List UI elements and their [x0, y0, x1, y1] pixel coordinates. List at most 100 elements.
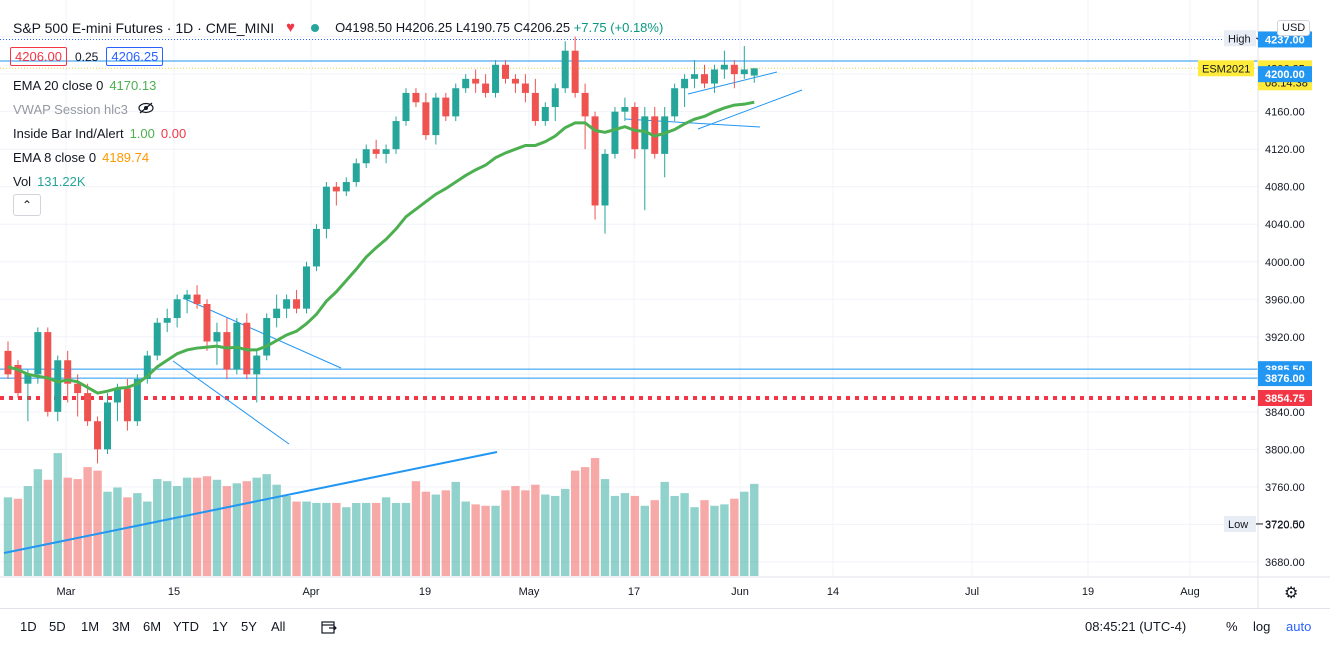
volume-bar [381, 497, 391, 576]
candle-body [143, 355, 151, 380]
candle [551, 83, 559, 122]
goto-date-icon[interactable] [320, 619, 338, 638]
volume-bar [580, 467, 590, 576]
heart-icon[interactable]: ♥ [286, 19, 296, 36]
price-label-text: ESM2021 [1202, 63, 1250, 75]
candle-body [740, 69, 748, 75]
candle-series [4, 36, 758, 464]
candle-body [541, 106, 549, 122]
range-5y-button[interactable]: 5Y [241, 619, 257, 634]
candle-body [720, 64, 728, 70]
indicator-volume[interactable]: Vol 131.22K [13, 174, 86, 189]
candle-body [611, 111, 619, 154]
range-1d-button[interactable]: 1D [20, 619, 37, 634]
range-ytd-button[interactable]: YTD [173, 619, 199, 634]
volume-bar [133, 493, 142, 576]
buy-price-button[interactable]: 4206.25 [106, 47, 164, 66]
indicator-ema8[interactable]: EMA 8 close 0 4189.74 [13, 150, 149, 165]
trend-line [3, 451, 498, 554]
candle-body [561, 50, 569, 89]
trade-boxes: 4206.00 0.25 4206.25 [10, 47, 164, 66]
volume-bar [123, 497, 132, 576]
price-chart[interactable]: 4240.004200.004160.004120.004080.004040.… [0, 0, 1330, 608]
indicator-label: EMA 20 close 0 [13, 78, 104, 93]
candle [24, 369, 32, 422]
candle-body [551, 88, 559, 107]
log-toggle[interactable]: log [1253, 619, 1271, 634]
candle-body [661, 116, 669, 154]
time-tick-label: 14 [827, 586, 839, 598]
indicator-vwap[interactable]: VWAP Session hlc3 [13, 102, 154, 117]
candle [243, 313, 251, 380]
candle [710, 64, 718, 93]
price-label-blue: 3876.00 [1258, 370, 1312, 387]
candle [163, 308, 171, 333]
candle-body [492, 64, 500, 93]
price-axis: 4240.004200.004160.004120.004080.004040.… [1198, 0, 1330, 608]
candle-body [710, 69, 718, 84]
candle [730, 60, 738, 89]
volume-bar [391, 502, 401, 576]
range-6m-button[interactable]: 6M [143, 619, 162, 634]
candle [452, 83, 460, 122]
volume-bar [13, 498, 23, 576]
candle [193, 285, 201, 309]
percent-toggle[interactable]: % [1226, 619, 1238, 634]
range-all-button[interactable]: All [271, 619, 286, 634]
candle-body [74, 383, 82, 394]
candle [502, 60, 509, 84]
candle [273, 294, 281, 328]
candle [392, 116, 400, 154]
candle-body [701, 74, 708, 84]
candle [432, 92, 440, 145]
gear-icon[interactable]: ⚙ [1284, 585, 1299, 602]
candle [94, 416, 102, 464]
volume-bar [43, 479, 52, 576]
time-tick-label: Aug [1180, 586, 1200, 598]
candle [382, 144, 390, 164]
volume-bar [650, 500, 659, 576]
eye-hidden-icon[interactable] [137, 102, 154, 117]
candle [312, 224, 320, 272]
price-tick-label: 4040.00 [1265, 219, 1305, 231]
indicator-value: 4170.13 [109, 78, 157, 93]
volume-bar [680, 493, 689, 576]
candle [641, 106, 649, 211]
auto-toggle[interactable]: auto [1286, 619, 1312, 634]
volume-bar [23, 486, 33, 576]
clock-time[interactable]: 08:45:21 (UTC-4) [1085, 619, 1187, 634]
sell-price-button[interactable]: 4206.00 [10, 47, 67, 66]
candle [34, 327, 42, 384]
volume-bar [730, 498, 739, 576]
candle [253, 350, 261, 403]
candle-body [34, 332, 42, 375]
candle [511, 74, 519, 93]
price-label-text: Low [1228, 519, 1248, 531]
volume-bar [153, 479, 162, 576]
candle [54, 355, 62, 422]
candle [412, 88, 420, 107]
indicator-inside-bar[interactable]: Inside Bar Ind/Alert 1.00 0.00 [13, 126, 186, 141]
candle [352, 158, 360, 187]
range-5d-button[interactable]: 5D [49, 619, 66, 634]
ohlc-values: O4198.50 H4206.25 L4190.75 C4206.25 +7.7… [335, 20, 663, 35]
volume-bar [232, 483, 242, 576]
time-tick-label: Jul [965, 586, 979, 598]
candle-body [263, 318, 271, 356]
candle-body [94, 421, 102, 450]
volume-bar [103, 491, 112, 576]
candle-body [591, 116, 599, 206]
indicator-ema20[interactable]: EMA 20 close 0 4170.13 [13, 78, 156, 93]
candle [601, 149, 609, 234]
range-3m-button[interactable]: 3M [112, 619, 131, 634]
range-1m-button[interactable]: 1M [81, 619, 100, 634]
symbol-title[interactable]: S&P 500 E-mini Futures · 1D · CME_MINI [13, 19, 275, 36]
chevron-up-icon[interactable]: ⌃ [13, 194, 41, 216]
price-label-red: 3854.75 [1258, 390, 1312, 407]
volume-bar [740, 491, 749, 576]
range-1y-button[interactable]: 1Y [212, 619, 228, 634]
volume-bar [282, 495, 291, 576]
candle [701, 64, 708, 89]
time-axis: Mar 15 Apr 19 May 17 Jun 14 Jul 19 Aug [0, 576, 1330, 598]
currency-label[interactable]: USD [1277, 20, 1311, 36]
